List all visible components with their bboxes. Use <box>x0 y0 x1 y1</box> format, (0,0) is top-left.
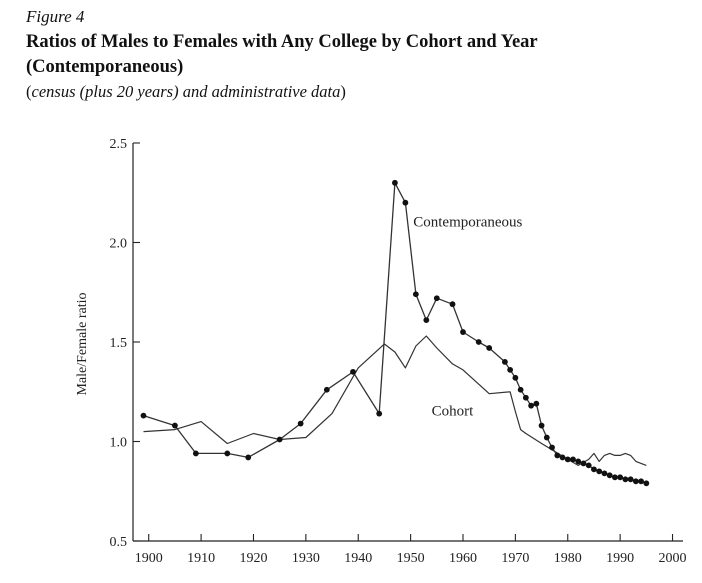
contemporaneous-data-point <box>638 478 644 485</box>
contemporaneous-data-point <box>606 472 613 479</box>
figure-title-line-2: (Contemporaneous) <box>26 57 184 77</box>
contemporaneous-data-point <box>172 422 178 429</box>
contemporaneous-data-point <box>580 460 587 467</box>
contemporaneous-data-point <box>522 394 529 401</box>
contemporaneous-data-point <box>612 474 618 481</box>
contemporaneous-data-point <box>140 412 147 419</box>
contemporaneous-data-point <box>507 366 514 373</box>
figure-label: Figure 4 <box>26 7 85 26</box>
contemporaneous-data-point <box>402 199 409 206</box>
figure-header: Figure 4 Ratios of Males to Females with… <box>26 6 686 103</box>
contemporaneous-data-point <box>528 402 534 409</box>
contemporaneous-data-point <box>449 301 456 308</box>
x-tick-label: 1980 <box>554 551 582 566</box>
contemporaneous-data-point <box>433 295 440 302</box>
contemporaneous-data-point <box>643 480 650 487</box>
cohort-series-label: Cohort <box>432 404 475 420</box>
contemporaneous-data-point <box>622 476 629 483</box>
chart-axes: 0.5 1.0 1.5 2.0 2.5 1900 1910 1920 1930 1940 1950 1… <box>75 137 687 566</box>
contemporaneous-data-point <box>460 329 466 335</box>
series-lines <box>143 182 647 484</box>
contemporaneous-series-line <box>143 182 647 484</box>
y-tick-label: 1.5 <box>110 336 128 351</box>
contemporaneous-data-point <box>502 359 508 365</box>
contemporaneous-data-point <box>559 454 566 461</box>
x-tick-label: 1950 <box>397 551 425 566</box>
contemporaneous-data-point <box>591 466 597 473</box>
contemporaneous-data-point <box>224 450 231 457</box>
x-tick-label: 1940 <box>344 551 372 566</box>
contemporaneous-data-point <box>276 436 283 443</box>
contemporaneous-data-point <box>245 454 252 461</box>
contemporaneous-data-point <box>632 478 639 485</box>
x-tick-label: 1990 <box>606 551 634 566</box>
subtitle-close-paren: ) <box>340 82 346 101</box>
x-tick-label: 1900 <box>135 551 163 566</box>
contemporaneous-data-point <box>350 368 356 375</box>
contemporaneous-data-point <box>512 374 519 381</box>
contemporaneous-data-point <box>486 345 493 351</box>
x-tick-label: 1960 <box>449 551 477 566</box>
contemporaneous-data-point <box>533 400 540 407</box>
contemporaneous-data-point <box>596 468 603 475</box>
contemporaneous-data-point <box>412 291 419 298</box>
contemporaneous-data-point <box>601 470 608 477</box>
x-tick-label: 1970 <box>501 551 529 566</box>
contemporaneous-data-point <box>192 450 199 457</box>
cohort-series-line <box>143 335 647 466</box>
contemporaneous-data-point <box>570 456 576 463</box>
series-markers <box>140 179 650 487</box>
contemporaneous-data-point <box>543 434 550 441</box>
contemporaneous-data-point <box>323 386 330 393</box>
contemporaneous-data-point <box>538 422 545 429</box>
x-tick-label: 1930 <box>292 551 320 566</box>
contemporaneous-data-point <box>549 444 555 451</box>
figure-subtitle: (census (plus 20 years) and administrati… <box>26 81 686 103</box>
chart-annotations: Contemporaneous Cohort <box>413 215 522 420</box>
y-tick-label: 2.5 <box>110 137 128 152</box>
contemporaneous-data-point <box>627 476 634 483</box>
contemporaneous-data-point <box>554 452 561 459</box>
y-tick-label: 2.0 <box>110 237 128 252</box>
contemporaneous-data-point <box>517 386 524 393</box>
figure-title-line-1: Ratios of Males to Females with Any Coll… <box>26 32 538 52</box>
x-tick-label: 1920 <box>239 551 267 566</box>
subtitle-open-paren: ( <box>26 82 32 101</box>
contemporaneous-data-point <box>564 456 571 463</box>
contemporaneous-data-point <box>423 317 430 324</box>
y-tick-label: 0.5 <box>110 535 128 550</box>
contemporaneous-data-point <box>297 420 304 427</box>
x-tick-label: 1910 <box>187 551 215 566</box>
contemporaneous-data-point <box>585 462 592 469</box>
contemporaneous-data-point <box>617 474 624 481</box>
y-tick-label: 1.0 <box>110 436 128 451</box>
figure-title: Ratios of Males to Females with Any Coll… <box>26 30 686 80</box>
subtitle-text: census (plus 20 years) and administrativ… <box>31 82 341 101</box>
y-axis-title: Male/Female ratio <box>75 292 90 395</box>
contemporaneous-data-point <box>392 179 398 186</box>
contemporaneous-data-point <box>376 410 383 417</box>
contemporaneous-series-label: Contemporaneous <box>413 215 522 231</box>
contemporaneous-data-point <box>475 339 482 345</box>
x-tick-label: 2000 <box>659 551 687 566</box>
contemporaneous-data-point <box>575 458 582 465</box>
